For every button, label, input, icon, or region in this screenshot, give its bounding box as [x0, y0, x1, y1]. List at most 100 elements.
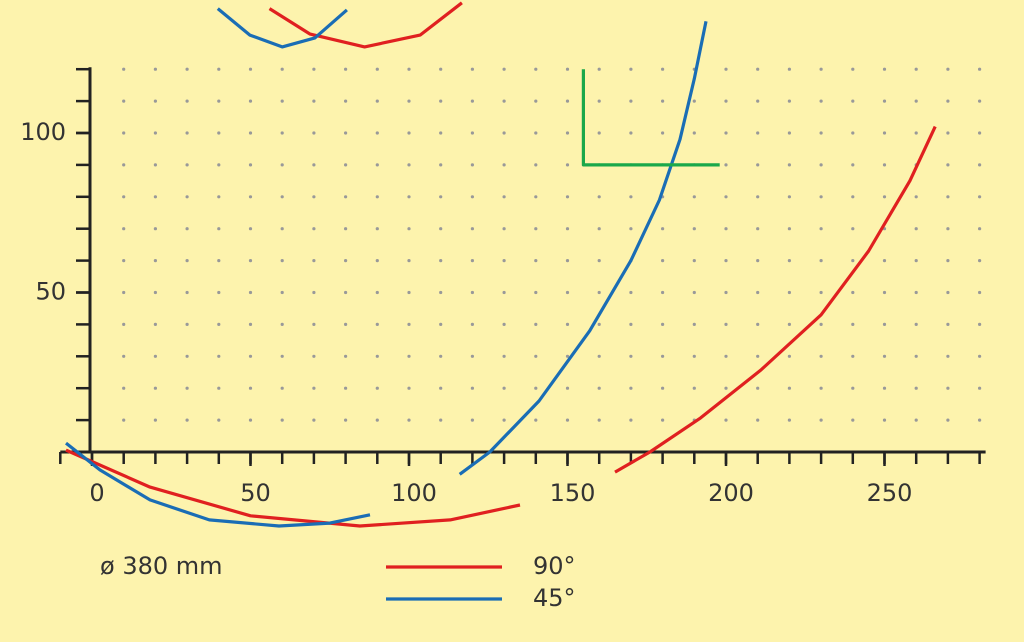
grid-dot — [502, 259, 506, 263]
grid-dot — [248, 259, 253, 263]
grid-dot — [946, 354, 950, 358]
grid-dot — [407, 227, 411, 231]
grid-dot — [946, 67, 950, 71]
grid-dot — [946, 386, 950, 390]
grid-dot — [565, 290, 570, 295]
grid-dot — [185, 418, 189, 422]
grid-dot — [407, 290, 411, 295]
grid-dot — [724, 290, 728, 295]
grid-dot — [470, 290, 474, 295]
grid-dot — [756, 99, 760, 103]
grid-dot — [565, 227, 570, 231]
grid-dot — [978, 386, 982, 390]
grid-dot — [882, 259, 887, 263]
grid-dot — [787, 418, 792, 422]
grid-dot — [185, 163, 189, 167]
grid-dot — [280, 322, 284, 326]
series-line — [65, 7, 708, 528]
grid-dot — [597, 290, 601, 295]
grid-dot — [692, 195, 696, 199]
grid-dot — [217, 418, 221, 422]
grid-dot — [439, 290, 443, 295]
grid-dot — [692, 259, 696, 263]
grid-dot — [502, 163, 506, 167]
grid-dot — [534, 67, 538, 71]
grid-dot — [724, 354, 728, 358]
grid-dot — [280, 163, 284, 167]
grid-dot — [629, 99, 633, 103]
grid-dot — [819, 99, 823, 103]
grid-dot — [248, 354, 253, 358]
grid-dot — [344, 195, 348, 199]
grid-dot — [851, 354, 855, 358]
grid-dot — [851, 418, 855, 422]
grid-dot — [217, 195, 221, 199]
grid-dot — [312, 290, 316, 295]
grid-dot — [629, 67, 633, 71]
grid-dot — [248, 67, 253, 71]
grid-dot — [470, 418, 474, 422]
grid-dot — [756, 163, 760, 167]
grid-dot — [597, 354, 601, 358]
grid-dot — [217, 386, 221, 390]
grid-dot — [534, 227, 538, 231]
grid-dot — [502, 354, 506, 358]
grid-dot — [882, 386, 887, 390]
grid-dot — [375, 131, 379, 135]
grid-dot — [375, 227, 379, 231]
grid-dot — [153, 354, 157, 358]
grid-dot — [597, 322, 601, 326]
grid-dot — [248, 386, 253, 390]
grid-dot — [978, 99, 982, 103]
grid-dot — [153, 195, 157, 199]
grid-dot — [344, 99, 348, 103]
grid-dot — [756, 386, 760, 390]
grid-dot — [248, 99, 253, 103]
grid-dot — [407, 67, 411, 71]
grid-dot — [756, 290, 760, 295]
grid-dot — [724, 67, 728, 71]
grid-dot — [882, 99, 887, 103]
grid-dot — [882, 418, 887, 422]
grid-dot — [565, 322, 570, 326]
grid-dot — [534, 290, 538, 295]
grid-dot — [819, 67, 823, 71]
grid-dot — [375, 290, 379, 295]
grid-dot — [661, 259, 665, 263]
grid-dot — [280, 354, 284, 358]
grid-dot — [882, 163, 887, 167]
grid-dot — [914, 227, 918, 231]
grid-dot — [882, 67, 887, 71]
grid-dot — [914, 67, 918, 71]
grid-dot — [407, 99, 411, 103]
grid-dot — [534, 386, 538, 390]
grid-dot — [502, 322, 506, 326]
grid-dot — [344, 322, 348, 326]
grid-dot — [724, 99, 728, 103]
grid-dot — [439, 195, 443, 199]
grid-dot — [407, 386, 411, 390]
grid-dot — [629, 386, 633, 390]
grid-dot — [248, 163, 253, 167]
grid-dot — [439, 163, 443, 167]
grid-dot — [470, 131, 474, 135]
grid-dot — [597, 418, 601, 422]
grid-dot — [122, 227, 126, 231]
grid-dot — [248, 195, 253, 199]
grid-dot — [407, 418, 411, 422]
grid-dot — [692, 290, 696, 295]
grid-dot — [280, 418, 284, 422]
grid-dot — [375, 67, 379, 71]
grid-dot — [661, 131, 665, 135]
grid-dot — [439, 418, 443, 422]
grid-dot — [946, 259, 950, 263]
grid-dot — [439, 227, 443, 231]
series-line — [65, 1, 937, 528]
grid-dot — [661, 67, 665, 71]
grid-dot — [375, 195, 379, 199]
grid-dot — [153, 67, 157, 71]
grid-dot — [185, 99, 189, 103]
x-tick-label: 50 — [240, 479, 271, 507]
grid-dot — [280, 227, 284, 231]
